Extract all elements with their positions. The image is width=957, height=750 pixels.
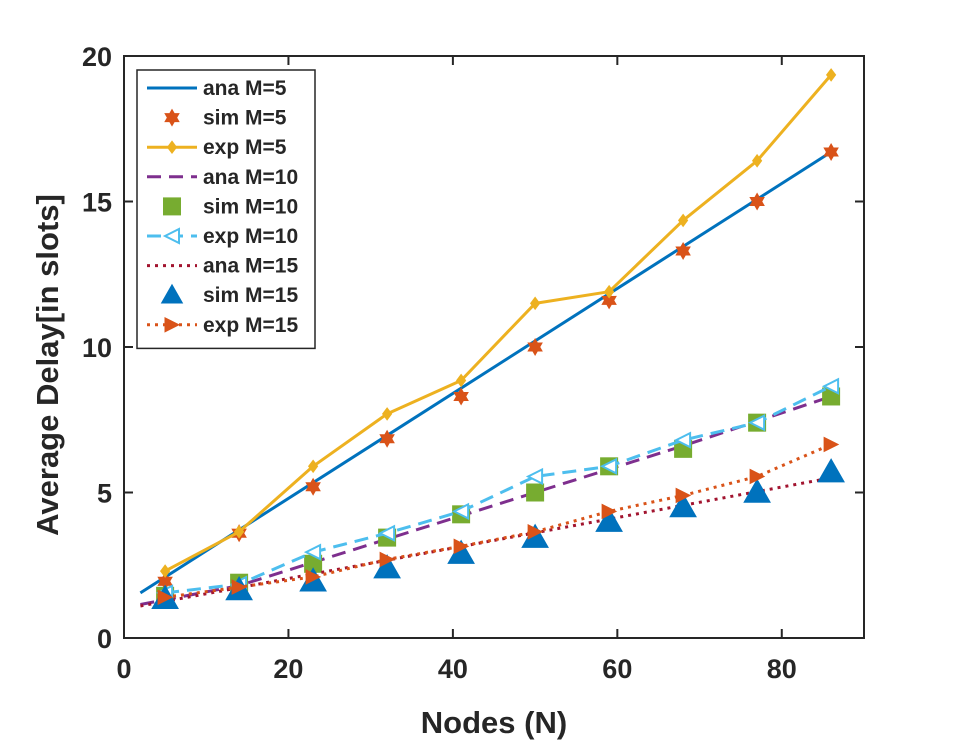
data-point [817,458,845,483]
data-point [231,579,248,595]
data-point [377,524,396,542]
legend: ana M=5 sim M=5 exp M=5 ana M=10 sim M=10 exp… [136,69,316,350]
legend-label: exp M=10 [203,225,298,248]
data-point [527,337,543,357]
series-exp-m-5 [159,68,837,578]
data-point [307,459,319,474]
data-point [305,477,321,496]
series-ana-m-5 [139,150,832,595]
data-point [743,478,771,503]
data-point [747,414,766,432]
series-exp-m-10 [155,377,840,602]
legend-label: exp M=5 [203,136,287,159]
data-point [159,564,171,578]
data-point [379,551,396,568]
data-point [381,407,393,421]
series-sim-m-10 [156,387,841,605]
legend-swatch-marker [162,227,180,245]
data-point [601,503,618,520]
y-tick-label: 20 [82,42,112,72]
legend-label: sim M=15 [203,284,298,307]
data-point [527,523,544,540]
x-tick-label: 40 [438,654,468,684]
legend-swatch-marker [166,140,178,155]
y-tick-label: 0 [97,624,112,654]
y-axis-title: Average Delay[in slots] [30,194,65,536]
data-point [157,589,174,606]
series-line [164,443,832,599]
data-point [233,524,245,539]
series-line [140,476,832,608]
y-tick-label: 10 [82,333,112,363]
legend-label: ana M=10 [203,166,298,189]
data-point [303,543,322,561]
data-point [749,468,766,485]
data-point [453,387,469,406]
data-point [304,554,323,573]
data-point [525,467,544,486]
axes: 0 20 40 60 80 0 5 10 15 20 [82,42,865,684]
data-point [455,373,467,388]
legend-swatch-marker [164,108,180,127]
series-sim-m-5 [157,142,839,591]
series-line [139,150,832,595]
plot-area [139,68,845,609]
data-point [595,507,623,532]
legend-label: exp M=15 [203,314,298,337]
x-tick-label: 80 [767,654,797,684]
data-point [823,436,840,453]
x-tick-label: 20 [273,654,303,684]
data-point [749,192,765,211]
legend-label: ana M=5 [203,77,287,100]
x-tick-label: 0 [116,654,131,684]
data-point [751,153,763,168]
legend-swatch-marker [163,197,181,216]
x-tick-label: 60 [602,654,632,684]
data-point [825,68,837,82]
data-point [669,493,697,518]
legend-label: sim M=10 [203,195,298,218]
data-point [379,429,395,448]
series-sim-m-15 [151,458,845,609]
series-line [164,384,832,595]
data-point [677,213,689,228]
y-tick-label: 5 [97,479,112,509]
series-exp-m-15 [157,436,840,606]
data-point [453,538,470,555]
data-point [305,569,322,585]
data-point [603,284,615,299]
data-point [529,296,541,311]
data-point [675,487,692,504]
series-ana-m-15 [140,476,832,608]
legend-swatch-marker [160,283,184,304]
legend-swatch-marker [164,316,181,333]
data-point [823,142,839,162]
legend-label: sim M=5 [203,107,287,130]
y-tick-label: 15 [82,188,112,218]
data-point [526,483,545,502]
data-point [601,291,617,310]
data-point [673,431,692,449]
series-line [164,73,833,573]
data-point [675,241,691,261]
legend-label: ana M=15 [203,255,298,278]
data-point [599,457,618,475]
data-point [821,377,840,395]
x-axis-title: Nodes (N) [421,705,567,740]
data-point [451,502,470,521]
